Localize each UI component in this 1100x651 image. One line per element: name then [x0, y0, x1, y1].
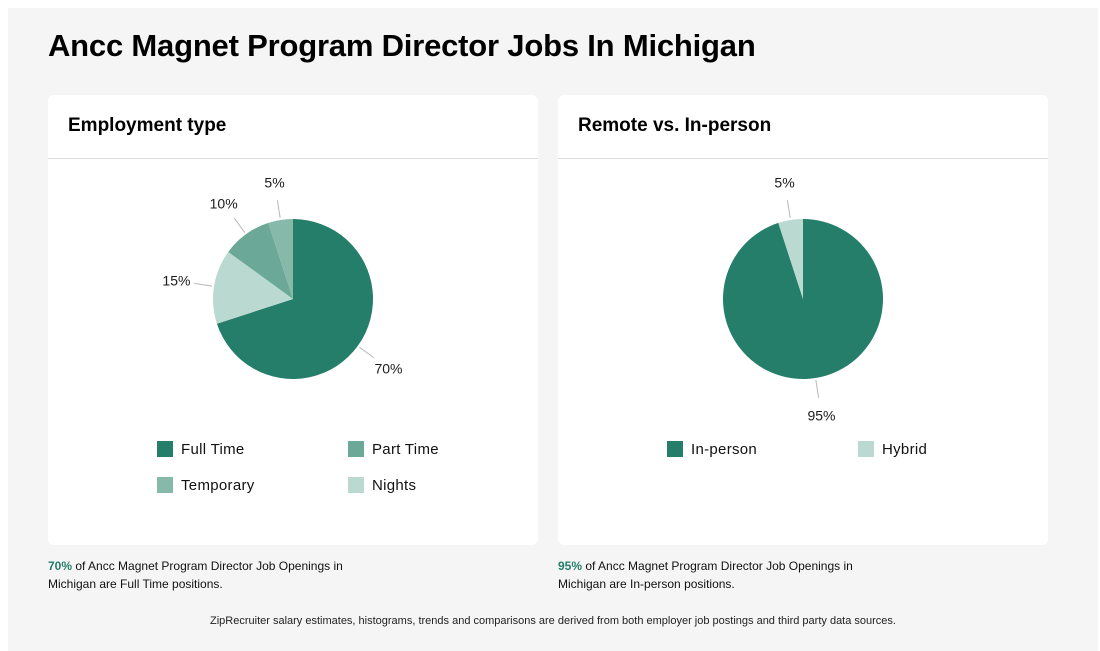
legend-swatch — [667, 441, 683, 457]
employment-type-title: Employment type — [68, 115, 227, 136]
legend-label: Part Time — [372, 440, 439, 458]
employment-type-pie-chart: 70% 15% 10% 5% — [162, 174, 402, 379]
pie-leader-line — [276, 200, 281, 219]
pie-slice-part-time — [228, 222, 293, 299]
legend-label: Full Time — [181, 440, 245, 458]
employment-type-summary: 70% of Ancc Magnet Program Director Job … — [48, 557, 368, 593]
legend-swatch — [858, 441, 874, 457]
summary-highlight: 95% — [558, 559, 583, 573]
pie-label-hybrid: 5% — [774, 174, 794, 190]
legend-swatch — [348, 477, 364, 493]
legend-swatch — [348, 441, 364, 457]
pie-slice-temporary — [268, 219, 293, 299]
remote-vs-in-person-title: Remote vs. In-person — [578, 115, 772, 136]
pie-leader-line — [359, 346, 375, 359]
summary-text: of Ancc Magnet Program Director Job Open… — [48, 559, 343, 591]
legend-label: Nights — [372, 476, 417, 494]
employment-type-legend: Full Time Part Time Temporary Nights — [157, 440, 478, 494]
pie-leader-line — [786, 200, 791, 219]
remote-vs-in-person-summary: 95% of Ancc Magnet Program Director Job … — [558, 557, 878, 593]
summary-text: of Ancc Magnet Program Director Job Open… — [558, 559, 853, 591]
legend-label: Temporary — [181, 476, 255, 494]
page-title: Ancc Magnet Program Director Jobs In Mic… — [48, 28, 756, 63]
pie-label-nights: 15% — [162, 273, 190, 289]
legend-item-full-time: Full Time — [157, 440, 348, 458]
remote-vs-in-person-pie-chart: 95% 5% — [723, 174, 883, 424]
legend-swatch — [157, 441, 173, 457]
pie-label-full-time: 70% — [374, 360, 402, 376]
remote-vs-in-person-legend: In-person Hybrid — [667, 440, 988, 458]
legend-label: Hybrid — [882, 440, 928, 458]
employment-type-card: Employment type 70% 15% 10% 5% Full Time Par… — [48, 95, 538, 545]
pie-leader-line — [815, 379, 820, 398]
footer-disclaimer: ZipRecruiter salary estimates, histogram… — [210, 615, 896, 627]
page-frame: Ancc Magnet Program Director Jobs In Mic… — [8, 8, 1098, 651]
legend-item-nights: Nights — [348, 476, 478, 494]
legend-item-temporary: Temporary — [157, 476, 348, 494]
card-divider — [48, 158, 538, 159]
pie-label-in-person: 95% — [807, 408, 835, 424]
pie-leader-line — [194, 282, 213, 287]
legend-item-part-time: Part Time — [348, 440, 478, 458]
pie-label-part-time: 10% — [210, 196, 238, 212]
pie-leader-line — [233, 217, 246, 233]
pie-label-temporary: 5% — [264, 174, 284, 190]
legend-item-in-person: In-person — [667, 440, 858, 458]
pie-slice-nights — [213, 251, 293, 324]
summary-highlight: 70% — [48, 559, 73, 573]
legend-item-hybrid: Hybrid — [858, 440, 988, 458]
legend-swatch — [157, 477, 173, 493]
pie-slice-hybrid — [778, 219, 803, 299]
legend-label: In-person — [691, 440, 758, 458]
remote-vs-in-person-card: Remote vs. In-person 95% 5% In-person Hybr… — [558, 95, 1048, 545]
card-divider — [558, 158, 1048, 159]
pie-slice-full-time — [216, 219, 373, 379]
